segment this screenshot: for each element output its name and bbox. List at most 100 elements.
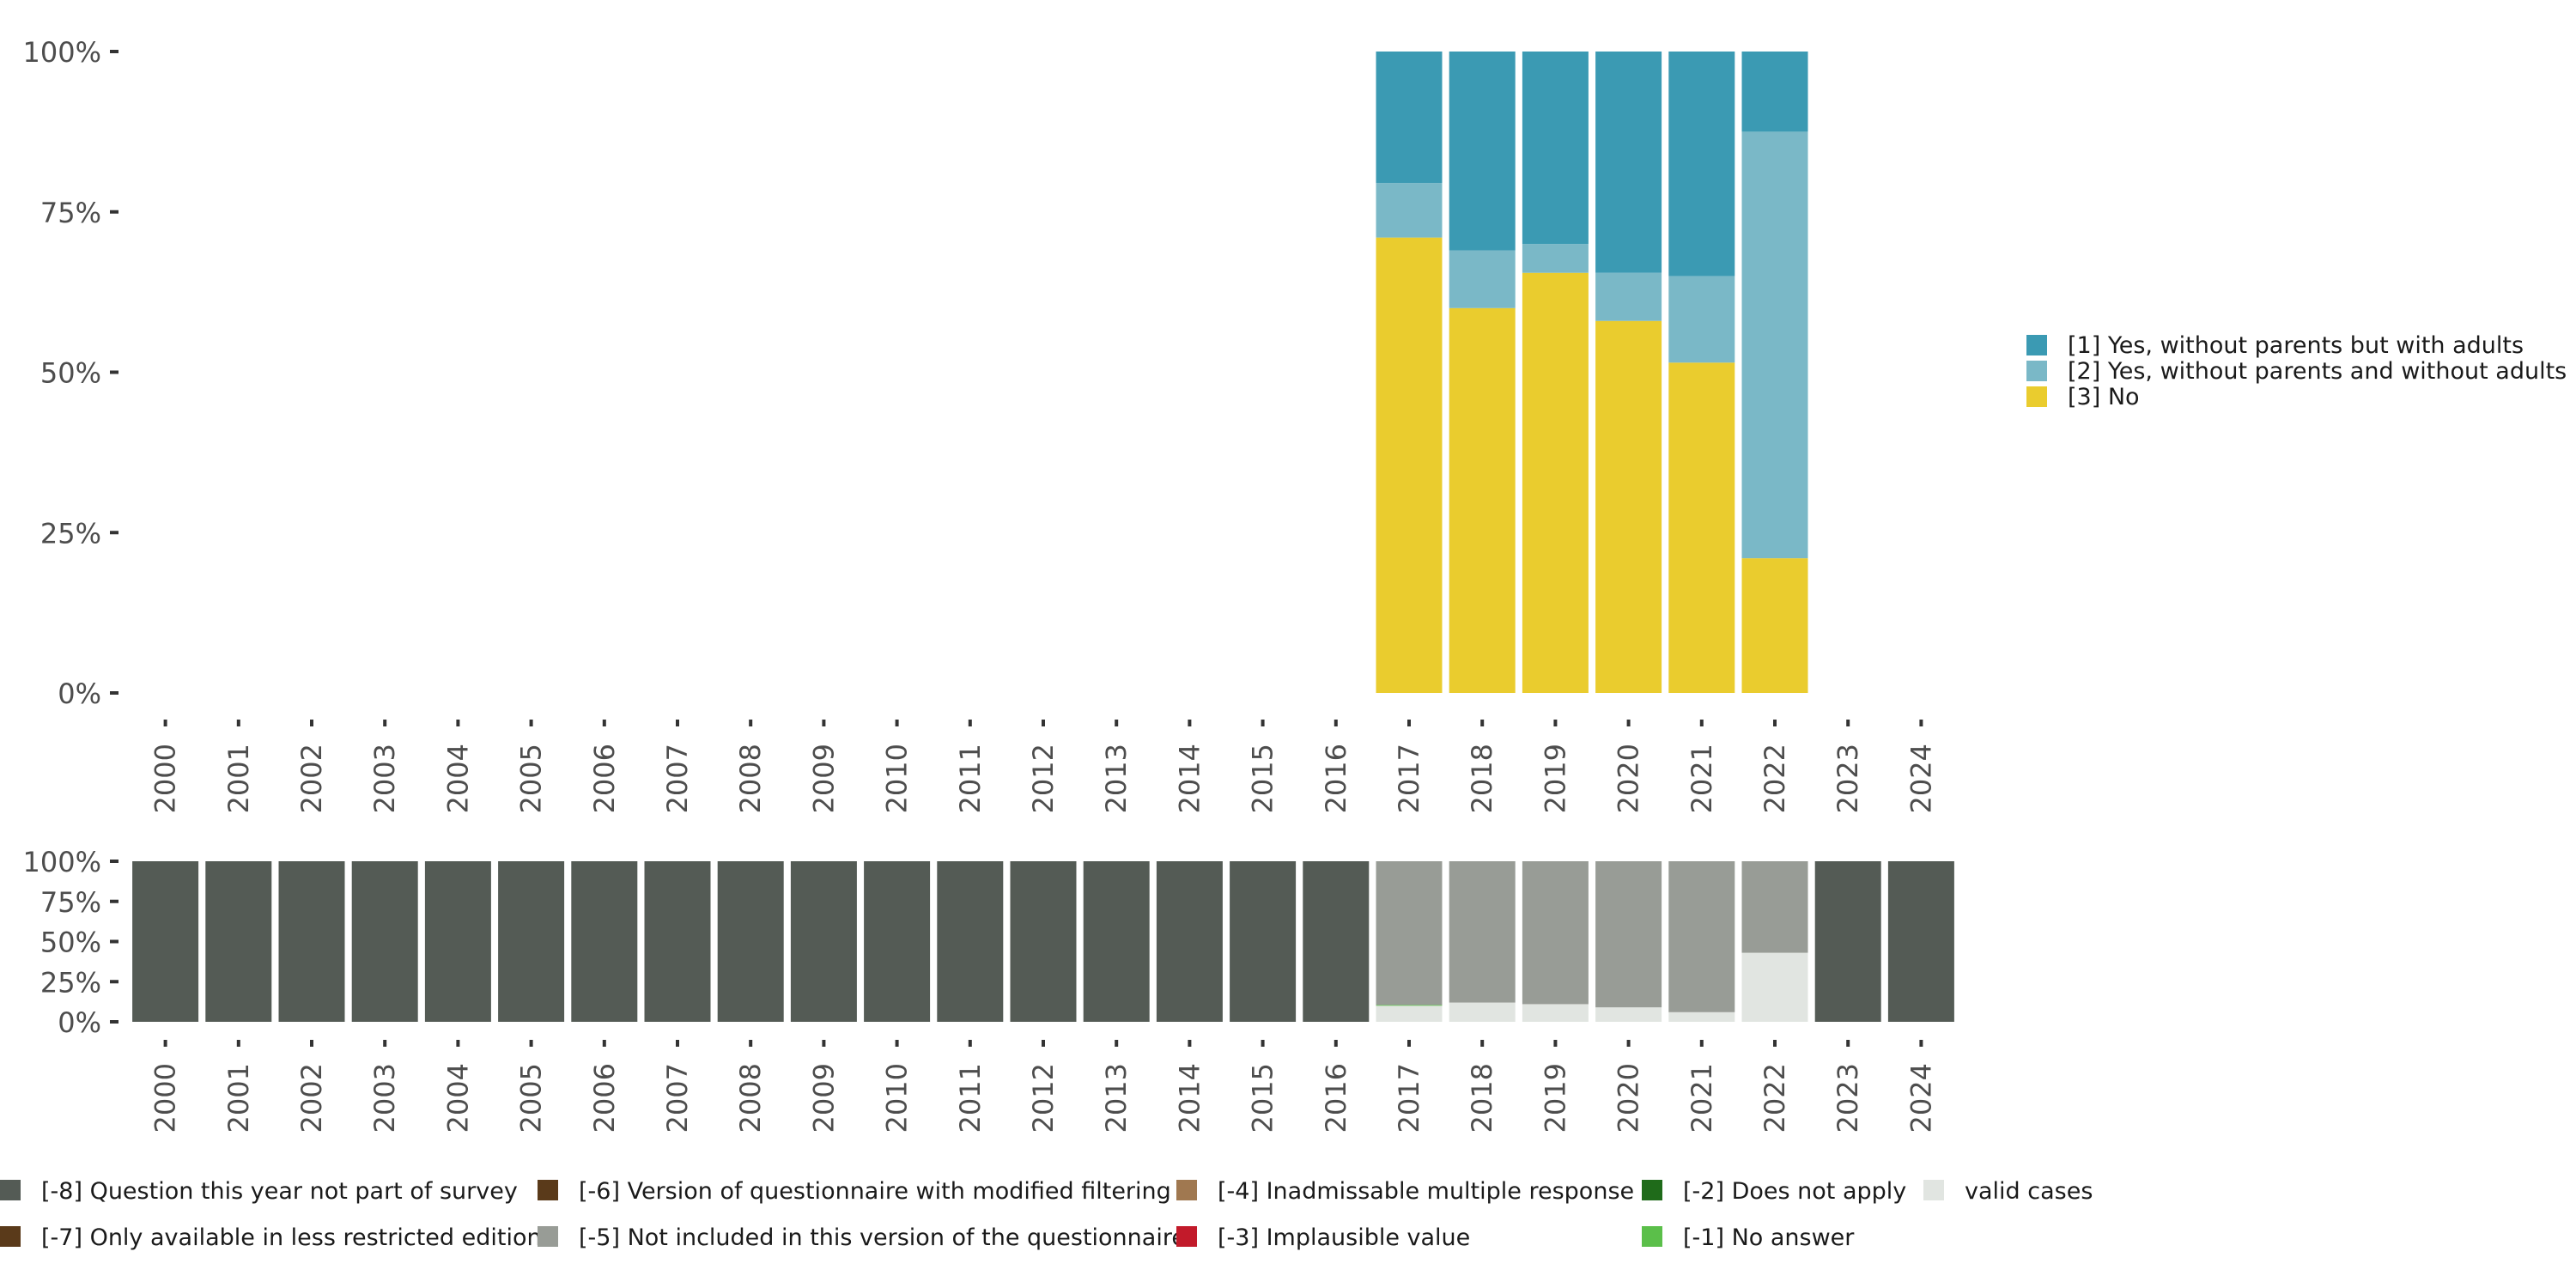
- x-tick-label: 2023: [1832, 744, 1864, 813]
- bar-segment: [1741, 952, 1808, 1022]
- bar-segment: [1522, 272, 1589, 693]
- bar-segment: [1522, 861, 1589, 1005]
- bar-segment: [717, 861, 784, 1022]
- x-tick-label: 2013: [1100, 1063, 1133, 1133]
- x-tick-label: 2018: [1466, 1063, 1498, 1133]
- bar-segment: [1814, 861, 1881, 1022]
- bar-segment: [1376, 861, 1443, 1005]
- x-tick-label: 2001: [222, 744, 255, 813]
- x-tick-label: 2012: [1027, 744, 1060, 813]
- x-tick-label: 2003: [368, 1063, 401, 1133]
- bar-segment: [1741, 558, 1808, 693]
- legend-label: [-2] Does not apply: [1683, 1178, 1906, 1205]
- legend-swatch: [1923, 1180, 1944, 1200]
- bar-segment: [571, 861, 638, 1022]
- bar-segment: [1449, 861, 1516, 1003]
- x-tick-label: 2021: [1686, 744, 1718, 813]
- x-tick-label: 2021: [1686, 1063, 1718, 1133]
- bottom-stacked-bar-chart: 0% 25% 50% 75% 100% 2000 2001 2002 2003 2004 2005 2…: [23, 846, 1954, 1133]
- x-tick-label: 2003: [368, 744, 401, 813]
- legend-label: [-7] Only available in less restricted e…: [41, 1224, 542, 1251]
- top-legend: [1] Yes, without parents but with adults…: [2026, 332, 2567, 410]
- bar-segment: [1595, 861, 1662, 1008]
- y-tick-label: 25%: [40, 966, 101, 999]
- bar-segment: [1595, 52, 1662, 273]
- x-tick-label: 2017: [1393, 1063, 1425, 1133]
- legend-swatch: [1642, 1226, 1662, 1247]
- y-tick-label: 25%: [40, 517, 101, 550]
- legend-swatch: [0, 1180, 21, 1200]
- x-tick-label: 2004: [441, 1063, 474, 1133]
- bar-segment: [1741, 52, 1808, 132]
- x-tick-label: 2005: [515, 744, 548, 813]
- x-tick-label: 2022: [1759, 744, 1791, 813]
- x-tick-label: 2012: [1027, 1063, 1060, 1133]
- bar-segment: [1449, 52, 1516, 251]
- bar-segment: [1741, 861, 1808, 953]
- x-tick-label: 2017: [1393, 744, 1425, 813]
- legend-label: [2] Yes, without parents and without adu…: [2068, 358, 2567, 385]
- legend-swatch: [2026, 335, 2047, 355]
- bar-segment: [790, 861, 857, 1022]
- bar-segment: [1668, 52, 1735, 276]
- bar-segment: [1376, 183, 1443, 238]
- x-tick-label: 2022: [1759, 1063, 1791, 1133]
- bar-segment: [1303, 861, 1370, 1022]
- x-tick-label: 2005: [515, 1063, 548, 1133]
- bar-segment: [1522, 244, 1589, 273]
- bar-segment: [278, 861, 345, 1022]
- legend-swatch: [1176, 1226, 1197, 1247]
- bar-segment: [1595, 272, 1662, 321]
- bar-segment: [1449, 307, 1516, 693]
- top-stacked-bar-chart: 0% 25% 50% 75% 100% 2000 2001 2002 2003 2004 2005 2…: [23, 36, 1938, 813]
- bar-segment: [132, 861, 199, 1022]
- bar-segment: [1741, 131, 1808, 559]
- bar-segment: [1376, 1005, 1443, 1022]
- bar-segment: [644, 861, 711, 1022]
- x-tick-label: 2007: [661, 744, 694, 813]
- bar-segment: [1230, 861, 1297, 1022]
- x-tick-label: 2019: [1539, 1063, 1571, 1133]
- bar-segment: [205, 861, 272, 1022]
- legend-swatch: [538, 1180, 558, 1200]
- x-tick-label: 2011: [954, 744, 987, 813]
- bar-segment: [1595, 1007, 1662, 1022]
- legend-swatch: [1642, 1180, 1662, 1200]
- bar-segment: [1376, 52, 1443, 184]
- bar-segment: [1668, 362, 1735, 693]
- y-tick-label: 100%: [23, 846, 101, 878]
- x-tick-label: 2000: [149, 744, 182, 813]
- x-tick-label: 2015: [1247, 744, 1279, 813]
- bar-segment: [937, 861, 1004, 1022]
- bar-segment: [1449, 1002, 1516, 1022]
- x-tick-label: 2016: [1320, 744, 1352, 813]
- x-tick-label: 2002: [295, 744, 328, 813]
- x-tick-label: 2014: [1173, 744, 1206, 813]
- bar-segment: [1522, 1004, 1589, 1022]
- bar-segment: [1522, 52, 1589, 245]
- x-tick-label: 2008: [734, 1063, 767, 1133]
- y-tick-label: 100%: [23, 36, 101, 69]
- bar-segment: [1083, 861, 1150, 1022]
- x-tick-label: 2004: [441, 744, 474, 813]
- x-tick-label: 2006: [588, 744, 621, 813]
- legend-label: [-8] Question this year not part of surv…: [41, 1178, 518, 1205]
- y-tick-label: 75%: [40, 886, 101, 919]
- x-tick-label: 2009: [807, 744, 840, 813]
- legend-label: [-6] Version of questionnaire with modif…: [579, 1178, 1171, 1205]
- x-tick-label: 2020: [1613, 744, 1645, 813]
- legend-label: [-1] No answer: [1683, 1224, 1855, 1251]
- x-tick-label: 2007: [661, 1063, 694, 1133]
- x-tick-label: 2006: [588, 1063, 621, 1133]
- x-tick-label: 2008: [734, 744, 767, 813]
- x-tick-label: 2010: [881, 1063, 914, 1133]
- bar-segment: [1010, 861, 1077, 1022]
- legend-swatch: [1176, 1180, 1197, 1200]
- bar-segment: [1376, 237, 1443, 693]
- x-tick-label: 2002: [295, 1063, 328, 1133]
- x-tick-label: 2015: [1247, 1063, 1279, 1133]
- bar-segment: [1668, 861, 1735, 1012]
- x-tick-label: 2013: [1100, 744, 1133, 813]
- x-tick-label: 2001: [222, 1063, 255, 1133]
